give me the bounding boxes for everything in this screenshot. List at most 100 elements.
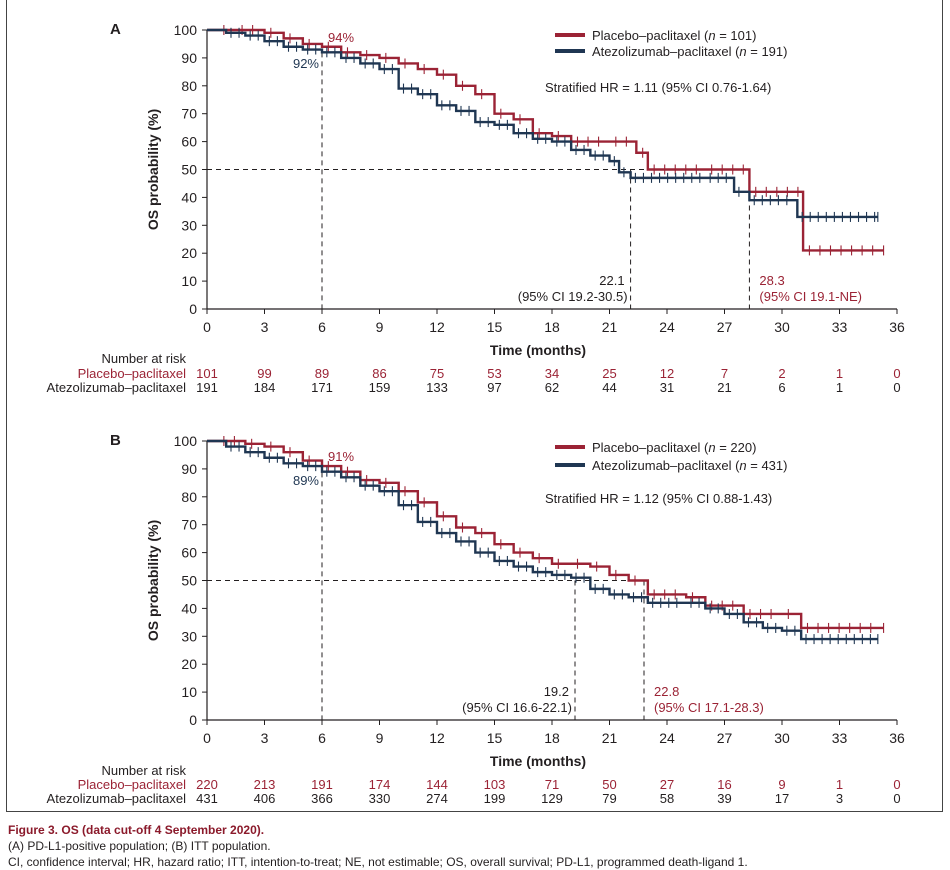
atezo-6-month-label: 92%	[293, 56, 319, 71]
atezo-risk-count: 3	[836, 791, 843, 806]
x-tick-label: 15	[487, 319, 503, 335]
y-tick-label: 70	[181, 106, 197, 122]
x-tick-label: 24	[659, 319, 675, 335]
y-tick-label: 20	[181, 656, 197, 672]
placebo-risk-count: 0	[893, 777, 900, 792]
x-tick-label: 6	[318, 730, 326, 746]
atezo-risk-count: 1	[836, 380, 843, 395]
atezo-median-ci: (95% CI 16.6-22.1)	[462, 700, 572, 715]
atezo-median-value: 19.2	[544, 684, 569, 699]
placebo-risk-count: 50	[602, 777, 616, 792]
panel-label: B	[110, 432, 121, 449]
x-tick-label: 27	[717, 730, 733, 746]
atezo-legend-label: Atezolizumab–paclitaxel (n = 191)	[592, 44, 787, 59]
x-tick-label: 24	[659, 730, 675, 746]
atezo-risk-label: Atezolizumab–paclitaxel	[47, 380, 187, 395]
placebo-risk-count: 144	[426, 777, 448, 792]
y-tick-label: 50	[181, 162, 197, 178]
x-tick-label: 21	[602, 730, 618, 746]
placebo-risk-count: 53	[487, 366, 501, 381]
hazard-ratio-text: Stratified HR = 1.11 (95% CI 0.76-1.64)	[545, 80, 771, 95]
placebo-risk-count: 7	[721, 366, 728, 381]
y-tick-label: 50	[181, 573, 197, 589]
placebo-risk-label: Placebo–paclitaxel	[78, 366, 187, 381]
placebo-risk-count: 12	[660, 366, 674, 381]
y-tick-label: 10	[181, 273, 197, 289]
placebo-median-value: 22.8	[654, 684, 679, 699]
placebo-risk-count: 1	[836, 366, 843, 381]
placebo-risk-count: 101	[196, 366, 218, 381]
y-tick-label: 60	[181, 545, 197, 561]
y-axis-title: OS probability (%)	[145, 520, 161, 641]
placebo-risk-count: 71	[545, 777, 559, 792]
atezo-risk-count: 0	[893, 791, 900, 806]
y-tick-label: 0	[189, 301, 197, 317]
x-tick-label: 0	[203, 730, 211, 746]
atezo-risk-count: 39	[717, 791, 731, 806]
atezo-risk-count: 97	[487, 380, 501, 395]
placebo-legend-label: Placebo–paclitaxel (n = 101)	[592, 28, 756, 43]
atezo-risk-count: 133	[426, 380, 448, 395]
panel-label: A	[110, 21, 121, 38]
placebo-risk-count: 75	[430, 366, 444, 381]
y-tick-label: 80	[181, 78, 197, 94]
figure-frame	[6, 0, 943, 812]
x-axis-title: Time (months)	[490, 753, 586, 769]
caption-line-2: CI, confidence interval; HR, hazard rati…	[8, 855, 748, 869]
atezo-risk-label: Atezolizumab–paclitaxel	[47, 791, 187, 806]
placebo-risk-count: 9	[778, 777, 785, 792]
y-tick-label: 60	[181, 134, 197, 150]
atezo-risk-count: 44	[602, 380, 616, 395]
figure-caption: Figure 3. OS (data cut-off 4 September 2…	[8, 822, 943, 870]
atezo-risk-count: 191	[196, 380, 218, 395]
atezo-risk-count: 330	[369, 791, 391, 806]
x-tick-label: 36	[889, 319, 905, 335]
placebo-risk-count: 27	[660, 777, 674, 792]
placebo-risk-count: 2	[778, 366, 785, 381]
atezo-km-curve	[207, 439, 878, 641]
atezo-risk-count: 31	[660, 380, 674, 395]
x-tick-label: 33	[832, 730, 848, 746]
caption-figure-label: Figure 3.	[8, 823, 59, 837]
x-tick-label: 3	[261, 319, 269, 335]
x-tick-label: 3	[261, 730, 269, 746]
x-tick-label: 27	[717, 319, 733, 335]
placebo-median-ci: (95% CI 19.1-NE)	[759, 289, 862, 304]
atezo-risk-count: 431	[196, 791, 218, 806]
placebo-km-curve	[207, 439, 884, 630]
atezo-6-month-label: 89%	[293, 473, 319, 488]
hazard-ratio-text: Stratified HR = 1.12 (95% CI 0.88-1.43)	[545, 491, 772, 506]
x-tick-label: 21	[602, 319, 618, 335]
y-axis-title: OS probability (%)	[145, 109, 161, 230]
placebo-risk-count: 174	[369, 777, 391, 792]
x-tick-label: 12	[429, 730, 445, 746]
placebo-median-ci: (95% CI 17.1-28.3)	[654, 700, 764, 715]
atezo-risk-count: 171	[311, 380, 333, 395]
atezo-risk-count: 406	[254, 791, 276, 806]
atezo-median-value: 22.1	[599, 273, 624, 288]
x-axis-title: Time (months)	[490, 342, 586, 358]
x-tick-label: 18	[544, 319, 560, 335]
atezo-risk-count: 0	[893, 380, 900, 395]
x-tick-label: 33	[832, 319, 848, 335]
placebo-6-month-label: 94%	[328, 30, 354, 45]
placebo-legend-label: Placebo–paclitaxel (n = 220)	[592, 440, 756, 455]
x-tick-label: 36	[889, 730, 905, 746]
atezo-risk-count: 199	[484, 791, 506, 806]
x-tick-label: 15	[487, 730, 503, 746]
risk-table-header: Number at risk	[101, 351, 186, 366]
placebo-risk-count: 34	[545, 366, 559, 381]
x-tick-label: 9	[376, 319, 384, 335]
placebo-risk-count: 0	[893, 366, 900, 381]
placebo-risk-count: 16	[717, 777, 731, 792]
placebo-risk-count: 213	[254, 777, 276, 792]
placebo-risk-count: 99	[257, 366, 271, 381]
atezo-risk-count: 184	[254, 380, 276, 395]
x-tick-label: 30	[774, 319, 790, 335]
y-tick-label: 40	[181, 189, 197, 205]
placebo-risk-count: 25	[602, 366, 616, 381]
x-tick-label: 0	[203, 319, 211, 335]
